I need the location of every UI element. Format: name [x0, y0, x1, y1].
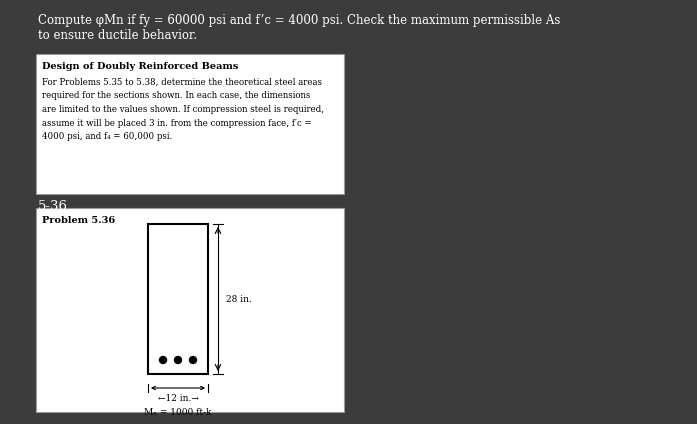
- Bar: [148, 224, 208, 374]
- Circle shape: [190, 357, 197, 363]
- Text: Design of Doubly Reinforced Beams: Design of Doubly Reinforced Beams: [42, 62, 238, 71]
- Text: 5-36: 5-36: [38, 200, 68, 213]
- Text: required for the sections shown. In each case, the dimensions: required for the sections shown. In each…: [42, 92, 310, 100]
- Text: 28 in.: 28 in.: [226, 295, 252, 304]
- Text: are limited to the values shown. If compression steel is required,: are limited to the values shown. If comp…: [42, 105, 324, 114]
- Text: to ensure ductile behavior.: to ensure ductile behavior.: [38, 29, 197, 42]
- Text: ←12 in.→: ←12 in.→: [158, 394, 199, 403]
- Text: Problem 5.36: Problem 5.36: [42, 216, 115, 225]
- Bar: [36, 208, 344, 412]
- Bar: [36, 54, 344, 194]
- Text: Compute φMn if fy = 60000 psi and f’c = 4000 psi. Check the maximum permissible : Compute φMn if fy = 60000 psi and f’c = …: [38, 14, 560, 27]
- Circle shape: [174, 357, 181, 363]
- Text: Mₙ = 1000 ft-k: Mₙ = 1000 ft-k: [144, 408, 212, 417]
- Text: 4000 psi, and f₄ = 60,000 psi.: 4000 psi, and f₄ = 60,000 psi.: [42, 132, 172, 141]
- Circle shape: [160, 357, 167, 363]
- Text: For Problems 5.35 to 5.38, determine the theoretical steel areas: For Problems 5.35 to 5.38, determine the…: [42, 78, 322, 87]
- Text: assume it will be placed 3 in. from the compression face, f′⁣c =: assume it will be placed 3 in. from the …: [42, 118, 312, 128]
